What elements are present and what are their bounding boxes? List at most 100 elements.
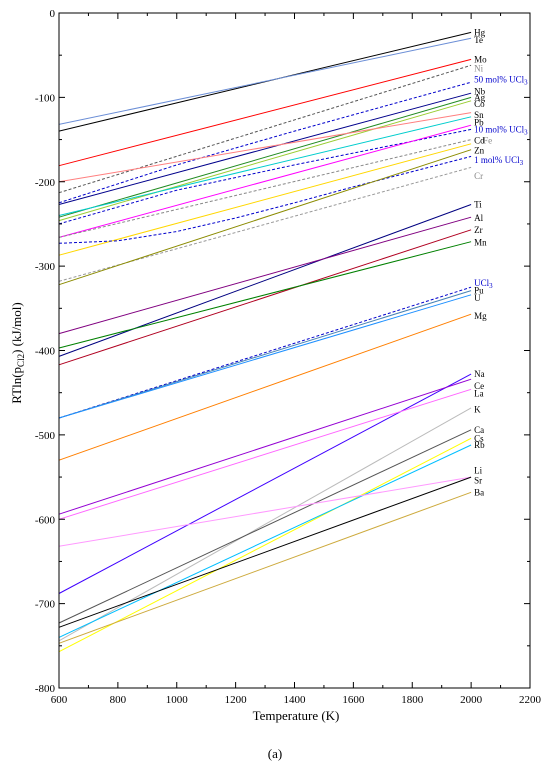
series-line-cs bbox=[58, 437, 472, 653]
series-label-pu: Pu bbox=[474, 286, 484, 296]
series-line-mn bbox=[58, 241, 472, 349]
series-label-text: Ni bbox=[474, 64, 483, 74]
y-tick-label: -800 bbox=[35, 683, 56, 695]
series-label-text: Al bbox=[474, 213, 483, 223]
y-axis-label-main: RTln(p bbox=[9, 367, 24, 404]
series-label-cd: Cd bbox=[474, 135, 485, 145]
series-line-ag bbox=[58, 96, 472, 218]
series-line-la bbox=[58, 388, 472, 520]
series-label-ag: Ag bbox=[474, 92, 485, 102]
series-line-cd bbox=[58, 124, 472, 238]
series-line-mg bbox=[58, 313, 472, 461]
series-label-text: Ba bbox=[474, 487, 484, 497]
series-label-text: Li bbox=[474, 465, 482, 475]
series-label-co: Co bbox=[474, 99, 485, 109]
series-line-pb bbox=[58, 116, 472, 216]
series-label-text: Ca bbox=[474, 425, 484, 435]
x-tick-label: 600 bbox=[51, 694, 68, 706]
series-line-rb bbox=[58, 444, 472, 638]
series-line-ba bbox=[58, 491, 472, 644]
series-line-ti bbox=[58, 204, 472, 357]
series-line-fe bbox=[58, 139, 472, 238]
series-label-text: Zr bbox=[474, 225, 483, 235]
series-label-na: Na bbox=[474, 369, 485, 379]
y-tick-label: -400 bbox=[35, 346, 56, 358]
x-tick-label: 800 bbox=[110, 694, 127, 706]
series-line-ce bbox=[58, 378, 472, 515]
series-label-text: Na bbox=[474, 369, 485, 379]
series-label-text: 10 mol% UCl bbox=[474, 124, 525, 134]
series-label-subscript: 3 bbox=[524, 128, 528, 136]
y-axis-label-group: RTln(pCl2) (kJ/mol) bbox=[9, 302, 26, 403]
series-label-rb: Rb bbox=[474, 440, 485, 450]
series-label-mo: Mo bbox=[474, 54, 487, 64]
series-label-al: Al bbox=[474, 213, 483, 223]
caption-text: (a) bbox=[267, 746, 283, 761]
series-label-li: Li bbox=[474, 465, 482, 475]
series-label-sr: Sr bbox=[474, 475, 482, 485]
series-label-la: La bbox=[474, 389, 484, 399]
series-label-text: U bbox=[474, 293, 481, 303]
series-label-text: Te bbox=[474, 35, 483, 45]
series-label-10-mol-ucl: 10 mol% UCl3 bbox=[474, 124, 528, 136]
series-label-cr: Cr bbox=[474, 171, 483, 181]
y-tick-label: -700 bbox=[35, 599, 56, 611]
series-label-nb: Nb bbox=[474, 86, 485, 96]
series-line-li bbox=[58, 476, 472, 547]
series-label-text: Mo bbox=[474, 54, 487, 64]
series-label-text: 50 mol% UCl bbox=[474, 75, 525, 85]
series-label-text: Ag bbox=[474, 92, 485, 102]
series-label-text: UCl bbox=[474, 278, 490, 288]
y-axis-label-tail: ) (kJ/mol) bbox=[9, 302, 24, 354]
series-label-text: Mn bbox=[474, 238, 487, 248]
series-line-u bbox=[58, 294, 472, 419]
y-tick-label: -300 bbox=[35, 261, 56, 273]
series-label-ba: Ba bbox=[474, 487, 484, 497]
x-axis-label: Temperature (K) bbox=[253, 708, 340, 723]
series-label-text: Nb bbox=[474, 86, 485, 96]
y-tick-label: 0 bbox=[50, 8, 56, 20]
series-label-text: Sn bbox=[474, 110, 484, 120]
x-tick-label: 1000 bbox=[166, 694, 189, 706]
x-tick-label: 1200 bbox=[225, 694, 248, 706]
series-line-1-mol-ucl bbox=[58, 155, 472, 244]
series-label-ni: Ni bbox=[474, 64, 483, 74]
series-label-ti: Ti bbox=[474, 200, 482, 210]
series-label-hg: Hg bbox=[474, 27, 485, 37]
series-label-zn: Zn bbox=[474, 146, 484, 156]
series-label-sn: Sn bbox=[474, 110, 484, 120]
series-label-u: U bbox=[474, 293, 481, 303]
x-tick-label: 1800 bbox=[401, 694, 424, 706]
series-label-50-mol-ucl: 50 mol% UCl3 bbox=[474, 75, 528, 87]
series-label-mn: Mn bbox=[474, 238, 487, 248]
series-label-subscript: 3 bbox=[489, 282, 493, 290]
axes: 600 800 1000 1200 1400 1600 1800 2000 2200 0 -100 -… bbox=[35, 8, 542, 706]
series-label-text: Ti bbox=[474, 200, 482, 210]
series-line-mo bbox=[58, 58, 472, 167]
series-label-k: K bbox=[474, 405, 481, 415]
y-axis-label-sub: Cl2 bbox=[16, 354, 26, 367]
series-line-10-mol-ucl bbox=[58, 128, 472, 225]
series-label-text: Pb bbox=[474, 118, 484, 128]
series-line-zn bbox=[58, 143, 472, 256]
y-tick-label: -500 bbox=[35, 430, 56, 442]
series-label-fe: Fe bbox=[483, 135, 492, 145]
series-label-ce: Ce bbox=[474, 381, 484, 391]
series-label-pb: Pb bbox=[474, 118, 484, 128]
y-tick-label: -100 bbox=[35, 92, 56, 104]
series-line-50-mol-ucl bbox=[58, 81, 472, 204]
series-line-co bbox=[58, 100, 472, 222]
series-line-sn bbox=[58, 112, 472, 183]
series-label-te: Te bbox=[474, 35, 483, 45]
series-label-text: Fe bbox=[483, 135, 492, 145]
series-label-subscript: 3 bbox=[524, 79, 528, 87]
series-label-ucl: UCl3 bbox=[474, 278, 493, 290]
series-label-text: Pu bbox=[474, 286, 484, 296]
series-line-al bbox=[58, 216, 472, 335]
series-label-zr: Zr bbox=[474, 225, 483, 235]
series-label-subscript: 3 bbox=[520, 159, 524, 167]
series-line-nb bbox=[58, 92, 472, 205]
series-label-text: K bbox=[474, 405, 481, 415]
